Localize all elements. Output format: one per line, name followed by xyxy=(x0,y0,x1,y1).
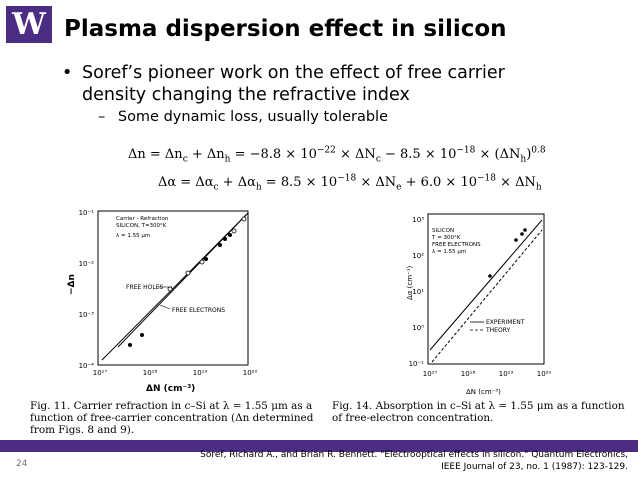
fig14-legend-line: FREE ELECTRONS xyxy=(432,242,481,248)
fig11-x-tick: 10¹⁸ xyxy=(143,369,158,377)
fig11-legend-line: λ = 1.55 μm xyxy=(116,233,150,239)
fig14-y-label: Δα (cm⁻¹) xyxy=(406,265,414,300)
citation: Soref, Richard A., and Brian R. Bennett.… xyxy=(200,450,628,472)
figure-14-plot: 10³ 10² 10¹ 10⁰ 10⁻¹ 10¹⁷ 10¹⁸ 10¹⁹ 10²⁰ SILICON… xyxy=(406,213,552,396)
fig11-y-label: −Δn xyxy=(67,274,77,295)
fig14-y-tick: 10³ xyxy=(412,216,424,224)
sub-bullet-marker: – xyxy=(98,109,106,125)
fig11-y-tick: 10⁻³ xyxy=(79,311,95,319)
sub-bullet-text: Some dynamic loss, usually tolerable xyxy=(117,109,388,125)
fig14-x-tick: 10¹⁸ xyxy=(461,370,476,378)
fig11-y-tick: 10⁻¹ xyxy=(79,209,95,217)
fig11-x-tick: 10¹⁹ xyxy=(193,369,208,377)
fig14-x-tick: 10²⁰ xyxy=(537,370,552,378)
equation-absorption: Δα = Δαc + Δαh = 8.5 × 10−18 × ΔNe + 6.0… xyxy=(158,174,542,193)
fig14-legend-experiment: EXPERIMENT xyxy=(486,319,525,326)
fig14-x-tick: 10¹⁷ xyxy=(423,370,438,378)
fig11-legend-line: SILICON, T=300°K xyxy=(116,223,167,229)
fig11-x-tick: 10¹⁷ xyxy=(93,369,108,377)
fig14-y-tick: 10¹ xyxy=(412,288,424,296)
fig14-legend-line: λ = 1.55 μm xyxy=(432,249,466,255)
fig11-x-tick: 10²⁰ xyxy=(243,369,258,377)
fig11-legend-line: Carrier - Refraction xyxy=(116,216,169,222)
fig11-caption: Fig. 11. Carrier refraction in c–Si at λ… xyxy=(30,400,314,436)
slide-title: Plasma dispersion effect in silicon xyxy=(64,16,507,42)
bullet-marker: • xyxy=(62,63,73,83)
footer-bar xyxy=(0,440,638,452)
fig11-y-tick: 10⁻⁴ xyxy=(79,362,95,370)
logo-letter: W xyxy=(12,7,46,42)
main-bullet-text: Soref’s pioneer work on the effect of fr… xyxy=(82,63,505,105)
fig11-curve-holes: FREE HOLES xyxy=(126,284,163,291)
fig14-x-tick: 10¹⁹ xyxy=(499,370,514,378)
fig14-legend-line: SILICON xyxy=(432,228,454,234)
fig11-x-label: ΔN (cm⁻³) xyxy=(146,384,195,394)
page-number: 24 xyxy=(16,459,28,469)
fig14-legend-theory: THEORY xyxy=(485,327,510,334)
equation-refraction: Δn = Δnc + Δnh = −8.8 × 10−22 × ΔNc − 8.… xyxy=(128,146,546,165)
fig14-y-tick: 10⁻¹ xyxy=(409,360,425,368)
fig11-curve-electrons: FREE ELECTRONS xyxy=(172,307,225,314)
sub-bullet: – Some dynamic loss, usually tolerable xyxy=(98,108,388,126)
fig14-y-tick: 10² xyxy=(412,252,424,260)
fig14-legend-line: T = 300°K xyxy=(431,235,461,241)
uw-logo: W xyxy=(6,6,52,43)
fig14-x-label: ΔN (cm⁻³) xyxy=(466,388,501,396)
fig11-y-tick: 10⁻² xyxy=(79,260,95,268)
fig14-caption: Fig. 14. Absorption in c–Si at λ = 1.55 … xyxy=(332,400,625,424)
fig14-y-tick: 10⁰ xyxy=(412,324,424,332)
